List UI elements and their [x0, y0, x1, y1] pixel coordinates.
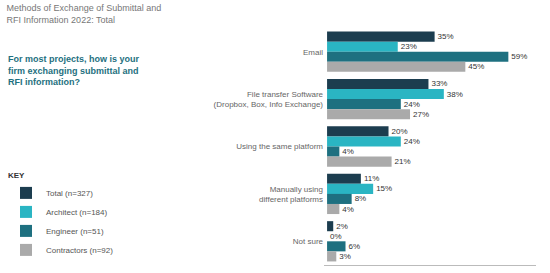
svg-text:8%: 8%: [355, 194, 367, 203]
svg-text:4%: 4%: [342, 147, 354, 156]
svg-text:Using the same platform: Using the same platform: [236, 142, 323, 151]
svg-text:Contractors (n=92): Contractors (n=92): [46, 246, 113, 255]
svg-text:Engineer (n=51): Engineer (n=51): [46, 227, 104, 236]
svg-text:21%: 21%: [395, 157, 411, 166]
svg-text:24%: 24%: [404, 100, 420, 109]
svg-text:33%: 33%: [431, 79, 447, 88]
svg-text:Not sure: Not sure: [293, 237, 324, 246]
svg-text:Total (n=327): Total (n=327): [46, 189, 93, 198]
svg-text:3%: 3%: [339, 252, 351, 261]
svg-text:59%: 59%: [511, 52, 527, 61]
svg-text:4%: 4%: [342, 205, 354, 214]
svg-text:11%: 11%: [364, 174, 379, 183]
svg-text:For most projects, how is your: For most projects, how is yourfirm excha…: [8, 54, 140, 87]
svg-text:35%: 35%: [438, 32, 454, 41]
svg-text:15%: 15%: [376, 184, 392, 193]
svg-text:20%: 20%: [392, 127, 408, 136]
svg-text:38%: 38%: [447, 90, 463, 99]
svg-text:2%: 2%: [336, 222, 348, 231]
svg-text:45%: 45%: [468, 62, 484, 71]
svg-text:Architect (n=184): Architect (n=184): [46, 208, 107, 217]
svg-text:6%: 6%: [349, 242, 361, 251]
svg-text:Methods of Exchange of Submitt: Methods of Exchange of Submittal andRFI …: [7, 3, 162, 25]
svg-text:24%: 24%: [404, 137, 420, 146]
svg-text:File transfer Software(Dropbox: File transfer Software(Dropbox, Box, Inf…: [214, 90, 324, 109]
svg-text:KEY: KEY: [8, 171, 25, 180]
svg-text:0%: 0%: [330, 232, 342, 241]
svg-text:Email: Email: [303, 48, 323, 57]
svg-text:23%: 23%: [401, 42, 417, 51]
svg-text:27%: 27%: [413, 110, 429, 119]
svg-text:Manually usingdifferent platfo: Manually usingdifferent platforms: [259, 185, 323, 204]
